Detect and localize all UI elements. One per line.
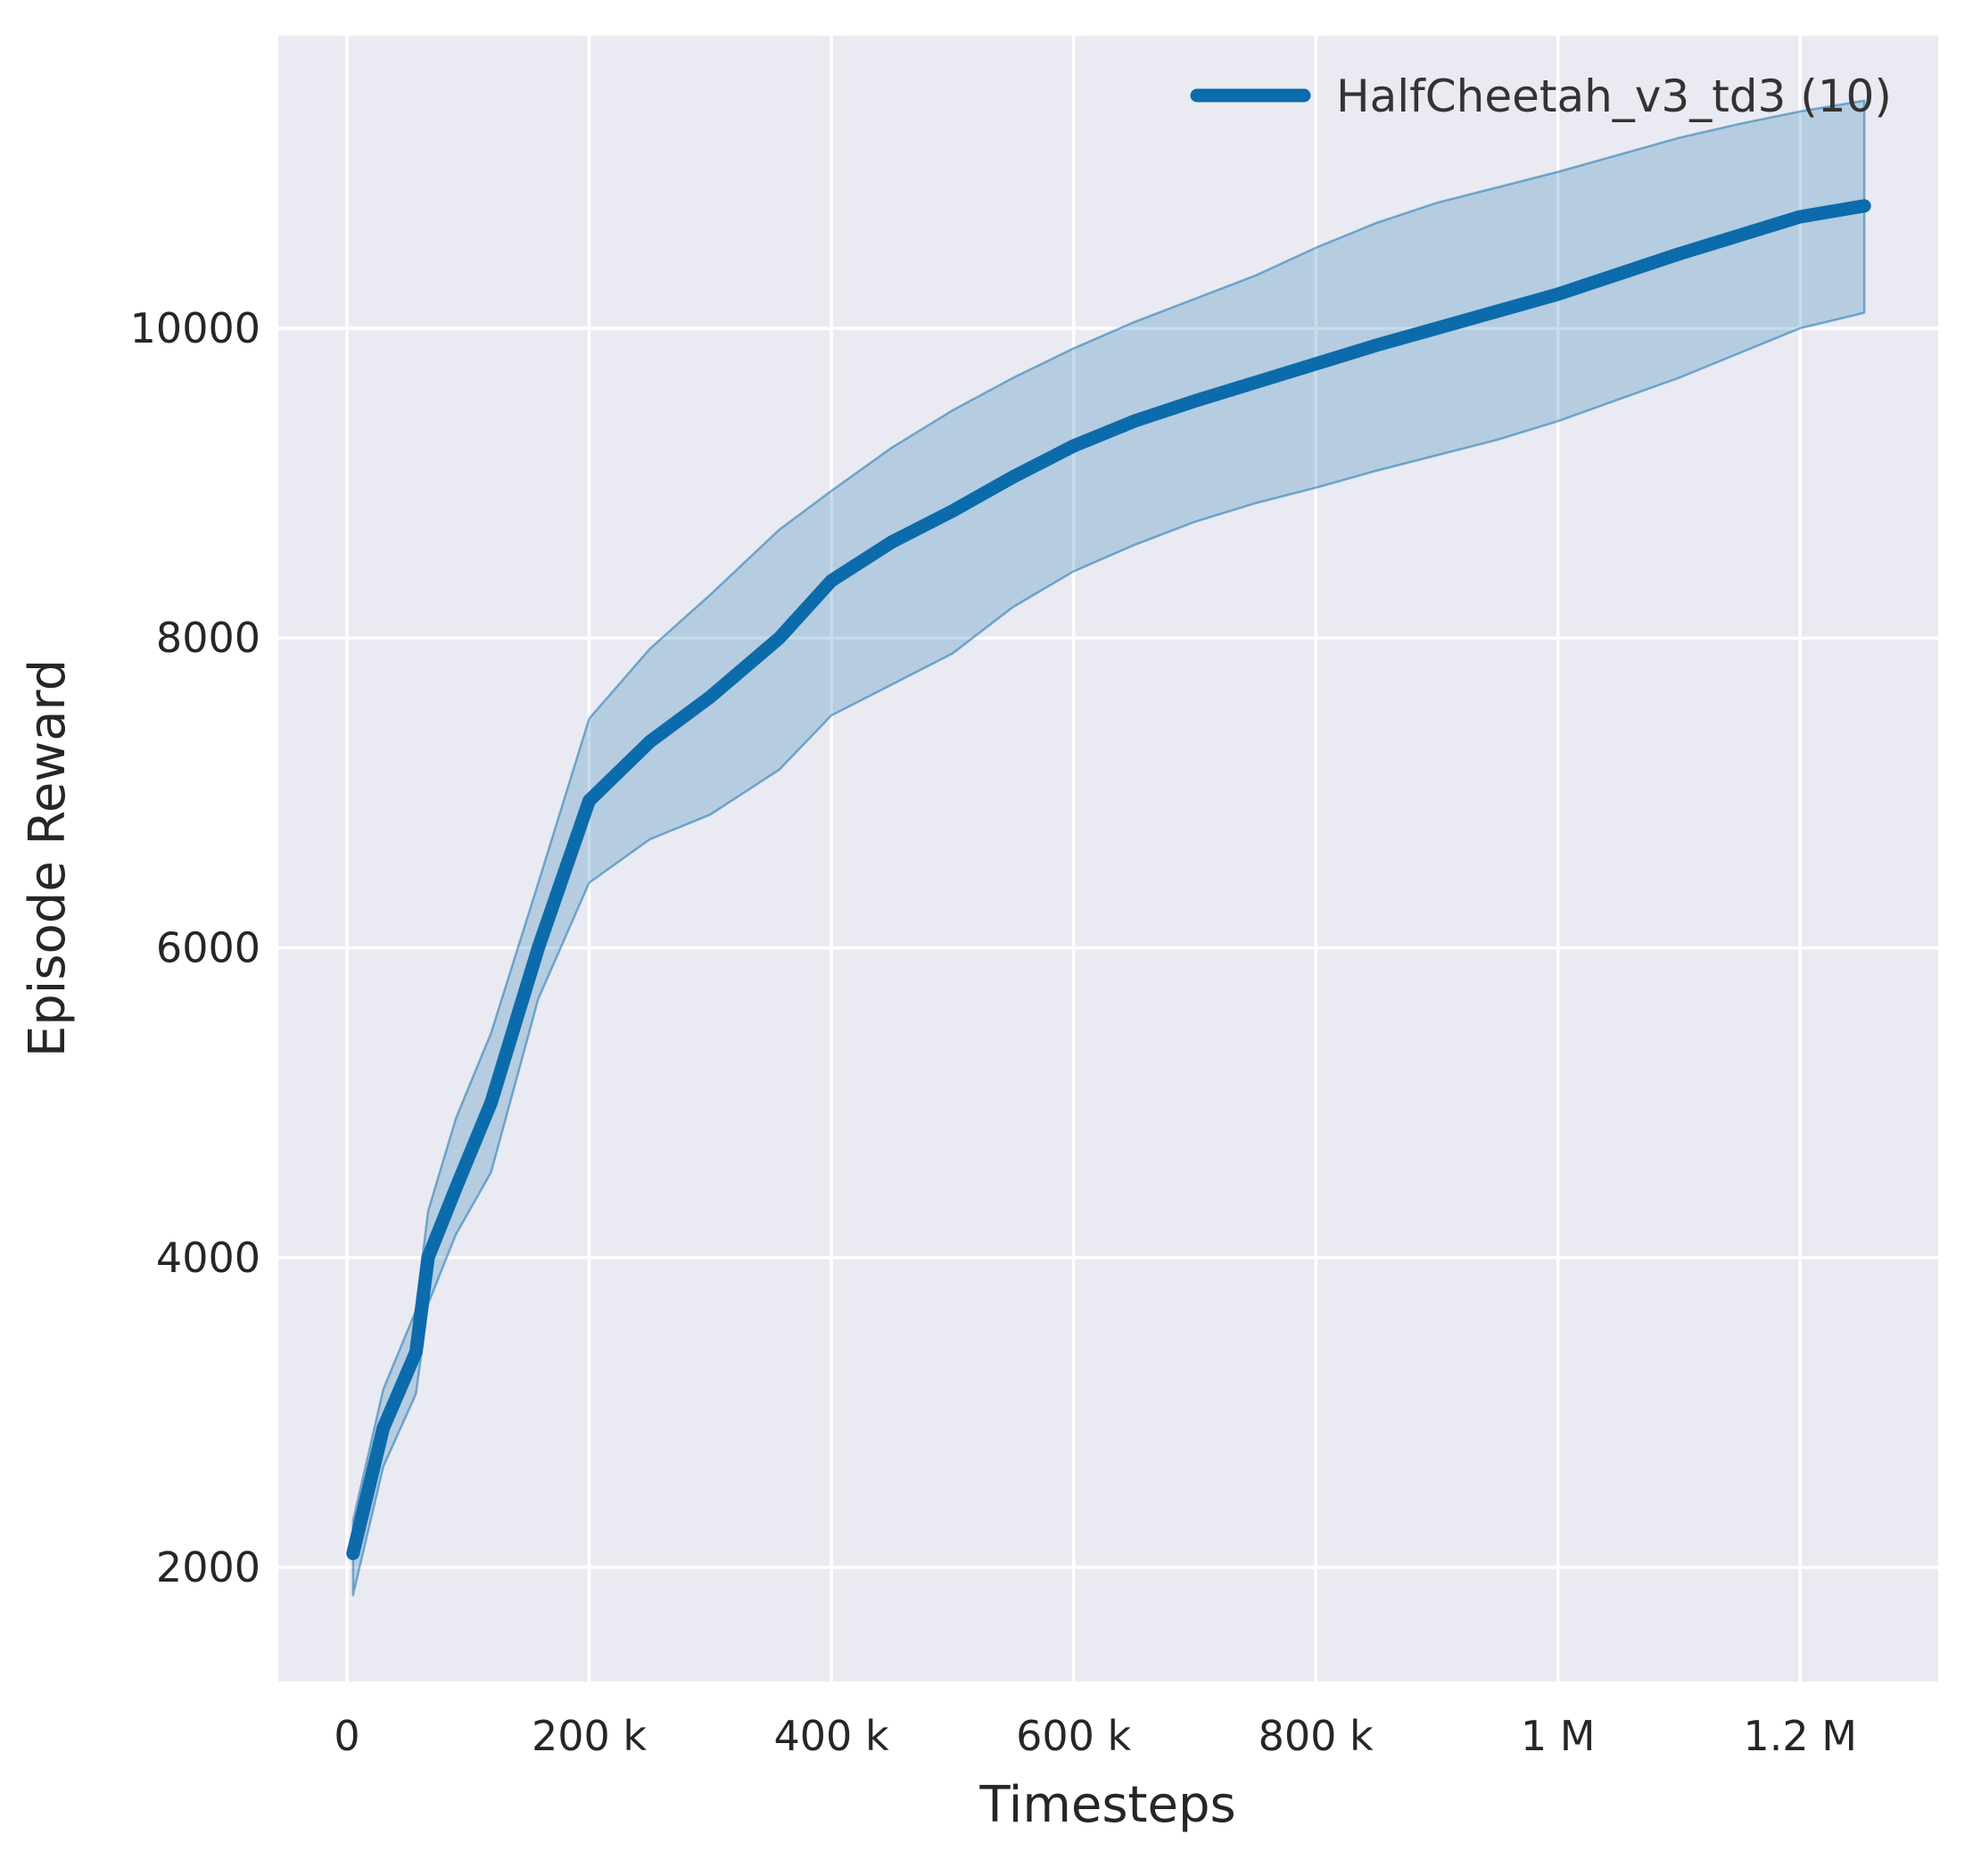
x-tick-label: 600 k bbox=[1016, 1712, 1131, 1760]
y-tick-label: 6000 bbox=[156, 924, 260, 972]
y-tick-label: 8000 bbox=[156, 614, 260, 662]
x-axis-label: Timesteps bbox=[978, 1776, 1235, 1834]
y-tick-labels: 2000 4000 6000 8000 10000 bbox=[130, 304, 260, 1591]
x-tick-label: 1 M bbox=[1521, 1712, 1596, 1760]
y-tick-label: 10000 bbox=[130, 304, 260, 352]
series-group bbox=[346, 99, 1871, 1597]
x-tick-label: 0 bbox=[334, 1712, 359, 1760]
x-tick-label: 400 k bbox=[774, 1712, 889, 1760]
plot-background bbox=[278, 36, 1938, 1682]
gridlines bbox=[278, 36, 1938, 1682]
legend-entry-label: HalfCheetah_v3_td3 (10) bbox=[1336, 70, 1892, 122]
x-tick-label: 800 k bbox=[1259, 1712, 1374, 1760]
x-tick-label: 200 k bbox=[532, 1712, 647, 1760]
legend: HalfCheetah_v3_td3 (10) bbox=[1190, 70, 1892, 122]
y-tick-label: 2000 bbox=[156, 1543, 260, 1591]
x-tick-label: 1.2 M bbox=[1743, 1712, 1856, 1760]
x-tick-labels: 0 200 k 400 k 600 k 800 k 1 M 1.2 M bbox=[334, 1712, 1857, 1760]
y-tick-label: 4000 bbox=[156, 1234, 260, 1282]
y-axis-label: Episode Reward bbox=[19, 659, 77, 1057]
mean-line bbox=[346, 199, 1871, 1560]
